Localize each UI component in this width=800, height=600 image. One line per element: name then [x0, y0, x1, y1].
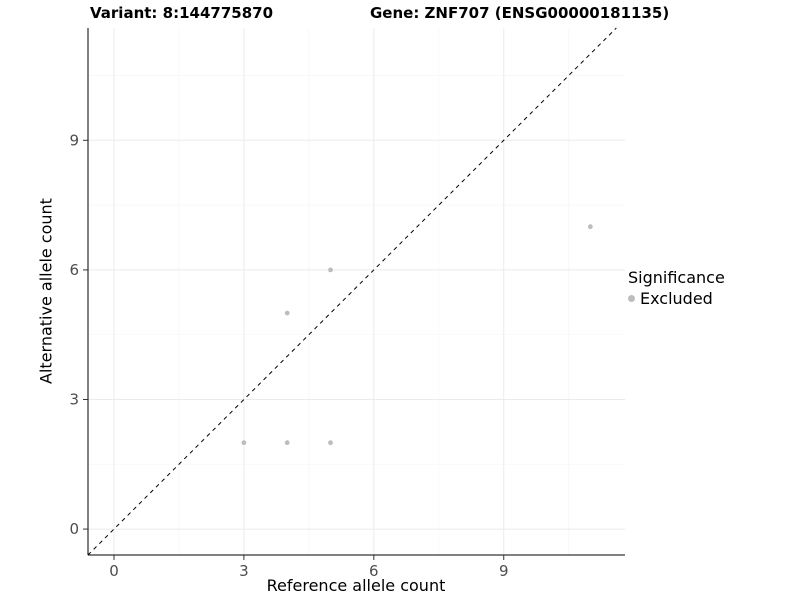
y-tick-label: 3: [69, 390, 79, 408]
identity-line: [87, 27, 617, 556]
data-point: [284, 440, 290, 446]
x-axis-label: Reference allele count: [266, 576, 446, 595]
y-tick-label: 0: [69, 520, 79, 538]
data-point: [328, 267, 333, 273]
data-point: [241, 440, 247, 446]
x-tick-label: 6: [369, 562, 379, 580]
gene-title: Gene: ZNF707 (ENSG00000181135): [370, 4, 670, 22]
y-axis-label: Alternative allele count: [36, 198, 56, 384]
variant-title: Variant: 8:144775870: [90, 4, 274, 22]
data-point: [587, 224, 593, 230]
y-tick-label: 9: [69, 131, 79, 149]
data-point: [328, 440, 333, 446]
legend-item-label: Excluded: [640, 289, 713, 308]
data-point: [284, 310, 290, 316]
legend-dot-icon: [628, 295, 635, 302]
x-tick-label: 9: [499, 562, 509, 580]
legend-item-excluded: Excluded: [628, 289, 725, 308]
x-tick-label: 0: [109, 562, 119, 580]
legend-title: Significance: [628, 268, 725, 287]
y-tick-label: 6: [69, 261, 79, 279]
x-tick-label: 3: [239, 562, 249, 580]
legend: Significance Excluded: [628, 268, 725, 308]
